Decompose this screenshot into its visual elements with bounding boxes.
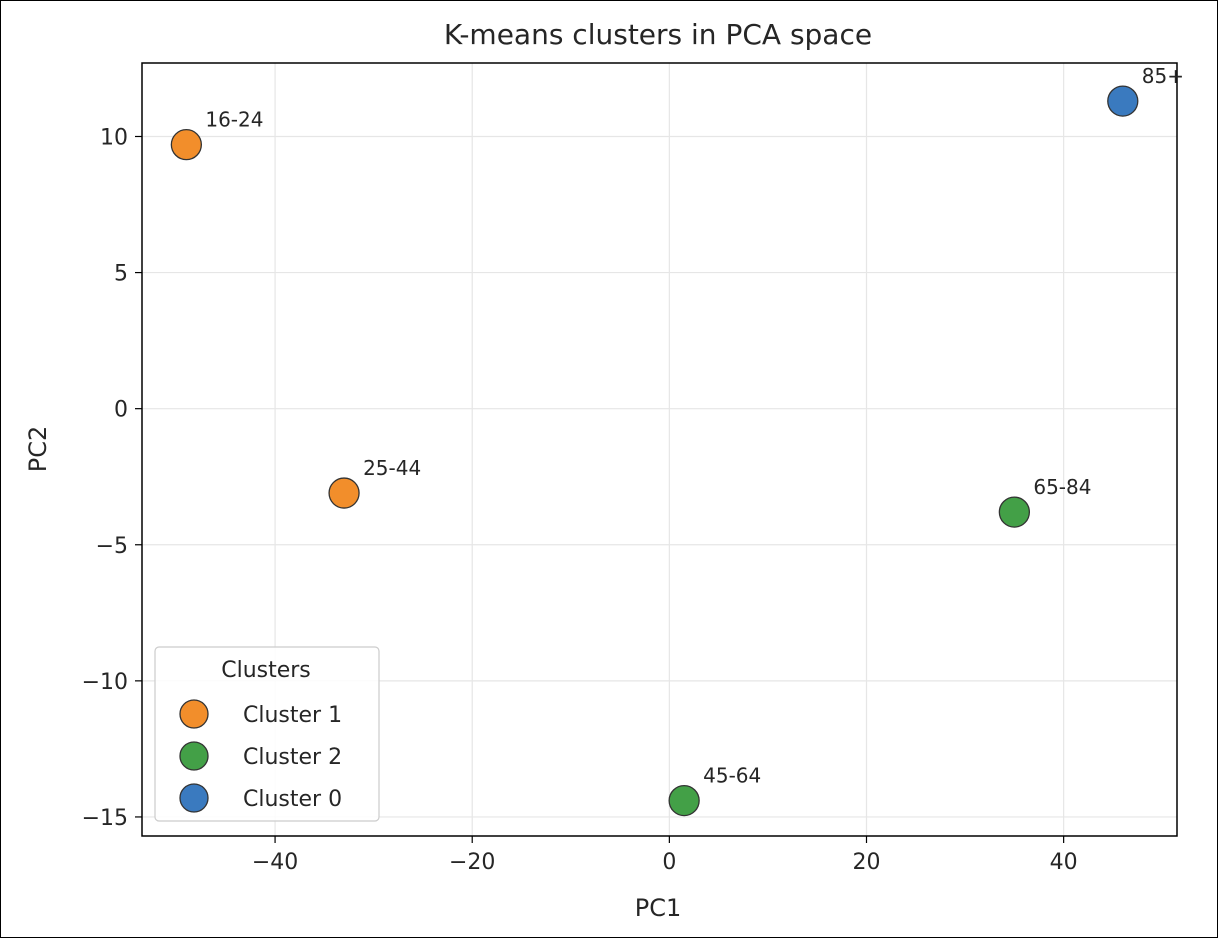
- point-label: 45-64: [703, 764, 761, 788]
- data-points: 16-24 25-44 45-64 65-84 85+: [170, 64, 1184, 817]
- data-point: [170, 129, 203, 161]
- data-point: [998, 496, 1031, 528]
- point-label: 25-44: [363, 456, 421, 480]
- legend-marker: [179, 741, 209, 771]
- y-tick-label: −5: [96, 534, 128, 559]
- point-label: 16-24: [205, 108, 263, 132]
- legend-label: Cluster 1: [243, 703, 342, 728]
- x-tick-label: −20: [449, 850, 495, 875]
- legend-title: Clusters: [221, 658, 311, 683]
- y-tick-label: 0: [114, 398, 128, 423]
- legend-marker: [179, 783, 209, 813]
- axis-ticks: −40 −20 0 20 40 −15 −10 −5 0 5 10: [82, 125, 1078, 875]
- x-tick-label: −40: [252, 850, 298, 875]
- legend-marker: [179, 699, 209, 729]
- y-tick-label: −10: [82, 670, 128, 695]
- y-tick-label: 10: [100, 125, 128, 150]
- x-tick-label: 40: [1050, 850, 1078, 875]
- x-tick-label: 20: [853, 850, 881, 875]
- legend-label: Cluster 2: [243, 745, 342, 770]
- data-point: [328, 477, 360, 509]
- chart-title: K-means clusters in PCA space: [444, 18, 872, 51]
- x-tick-label: 0: [662, 850, 676, 875]
- legend-box: [154, 646, 380, 822]
- point-label: 65-84: [1033, 475, 1091, 499]
- y-tick-label: −15: [82, 806, 128, 831]
- x-axis-label: PC1: [635, 894, 682, 922]
- data-point: [668, 784, 700, 817]
- plot-area: [141, 62, 1178, 837]
- y-tick-label: 5: [114, 262, 128, 287]
- point-label: 85+: [1142, 64, 1184, 88]
- data-point: [1107, 85, 1139, 117]
- legend-label: Cluster 0: [243, 787, 342, 812]
- y-axis-label: PC2: [24, 426, 52, 473]
- legend: Clusters Cluster 1 Cluster 2 Cluster 0: [154, 646, 380, 822]
